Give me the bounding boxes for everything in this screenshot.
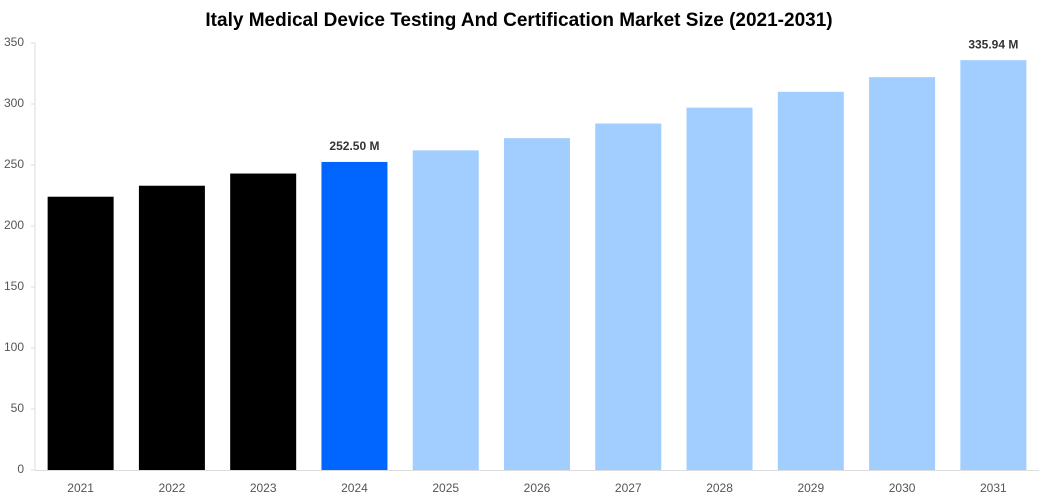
bar xyxy=(595,123,662,471)
x-tick-label: 2026 xyxy=(524,481,551,495)
y-tick-label: 150 xyxy=(4,279,24,293)
x-tick-label: 2027 xyxy=(615,481,642,495)
chart-title: Italy Medical Device Testing And Certifi… xyxy=(205,10,832,31)
x-tick-label: 2028 xyxy=(706,481,733,495)
y-tick-label: 350 xyxy=(4,35,24,49)
bar xyxy=(230,173,297,471)
bar xyxy=(321,161,388,470)
y-tick-label: 300 xyxy=(4,96,24,110)
x-tick-label: 2031 xyxy=(980,481,1007,495)
x-tick-label: 2024 xyxy=(341,481,368,495)
y-tick-label: 250 xyxy=(4,157,24,171)
x-tick-label: 2029 xyxy=(797,481,824,495)
bar xyxy=(412,150,479,471)
bar xyxy=(504,138,570,470)
y-tick-label: 200 xyxy=(4,218,24,232)
y-tick-label: 100 xyxy=(4,340,24,354)
bar xyxy=(777,91,844,471)
bar xyxy=(960,60,1027,470)
x-tick-label: 2022 xyxy=(159,481,186,495)
y-tick-label: 0 xyxy=(17,462,24,476)
y-tick-label: 50 xyxy=(11,401,25,415)
value-label: 335.94 M xyxy=(968,37,1018,51)
x-tick-label: 2021 xyxy=(67,481,94,495)
x-tick-label: 2025 xyxy=(432,481,459,495)
bar xyxy=(686,107,753,470)
x-tick-label: 2023 xyxy=(250,481,277,495)
bar xyxy=(869,77,936,470)
bar xyxy=(47,196,114,470)
value-label: 252.50 M xyxy=(329,139,379,153)
bar xyxy=(138,185,205,471)
x-tick-label: 2030 xyxy=(889,481,916,495)
